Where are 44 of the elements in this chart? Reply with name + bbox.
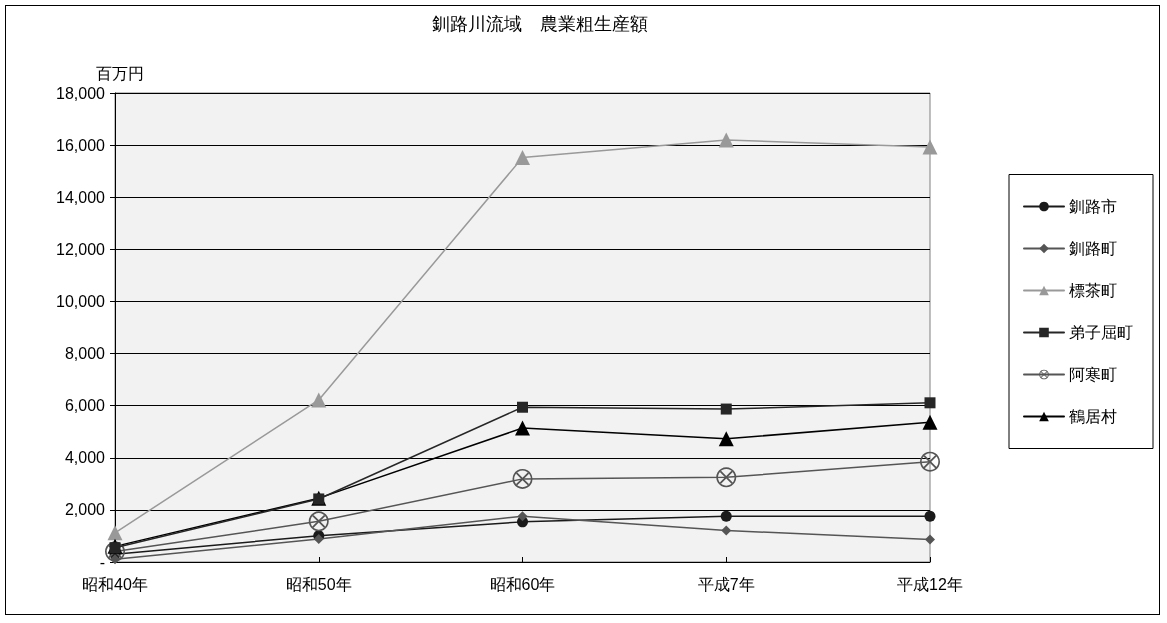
point	[308, 511, 329, 532]
point	[716, 467, 737, 488]
y-tick-label: 16,000	[56, 136, 106, 154]
point	[920, 451, 940, 472]
x-tick-label: 昭和60年	[489, 575, 556, 593]
y-axis-title: 百万円	[96, 64, 144, 82]
point	[107, 525, 123, 541]
point	[515, 420, 530, 436]
y-tick-label: 8,000	[64, 345, 106, 363]
point	[720, 510, 732, 522]
point	[721, 525, 732, 536]
point	[313, 534, 324, 545]
y-tick-label: 14,000	[56, 188, 106, 206]
point	[925, 534, 935, 545]
point	[517, 401, 528, 413]
point	[924, 510, 936, 522]
point	[720, 403, 732, 415]
x-tick-label: 平成7年	[697, 575, 755, 593]
point	[922, 414, 938, 430]
y-tick-label: 2,000	[64, 501, 106, 519]
legend-label: 釧路市	[1069, 198, 1117, 215]
legend-label: 鶴居村	[1069, 408, 1117, 425]
x-tick-label: 昭和50年	[285, 575, 352, 593]
point	[515, 150, 530, 166]
point	[517, 511, 528, 522]
chart-title: 釧路川流域 農業粗生産額	[432, 14, 648, 34]
point	[922, 139, 938, 155]
legend-label: 釧路町	[1069, 240, 1117, 257]
legend-label: 標茶町	[1069, 282, 1117, 299]
point	[311, 392, 327, 408]
y-tick-label: 4,000	[64, 449, 106, 467]
y-tick-label: 6,000	[64, 397, 106, 415]
y-tick-label: -	[99, 553, 105, 571]
point	[718, 132, 734, 148]
y-tick-label: 10,000	[56, 292, 106, 310]
y-tick-label: 12,000	[56, 240, 106, 258]
point	[924, 397, 936, 409]
legend-label: 弟子屈町	[1069, 324, 1133, 341]
point	[718, 431, 734, 447]
legend-label: 阿寒町	[1069, 366, 1117, 383]
x-tick-label: 昭和40年	[82, 575, 148, 593]
x-tick-label: 平成12年	[897, 575, 963, 593]
point	[512, 468, 533, 489]
y-tick-label: 18,000	[56, 84, 106, 102]
